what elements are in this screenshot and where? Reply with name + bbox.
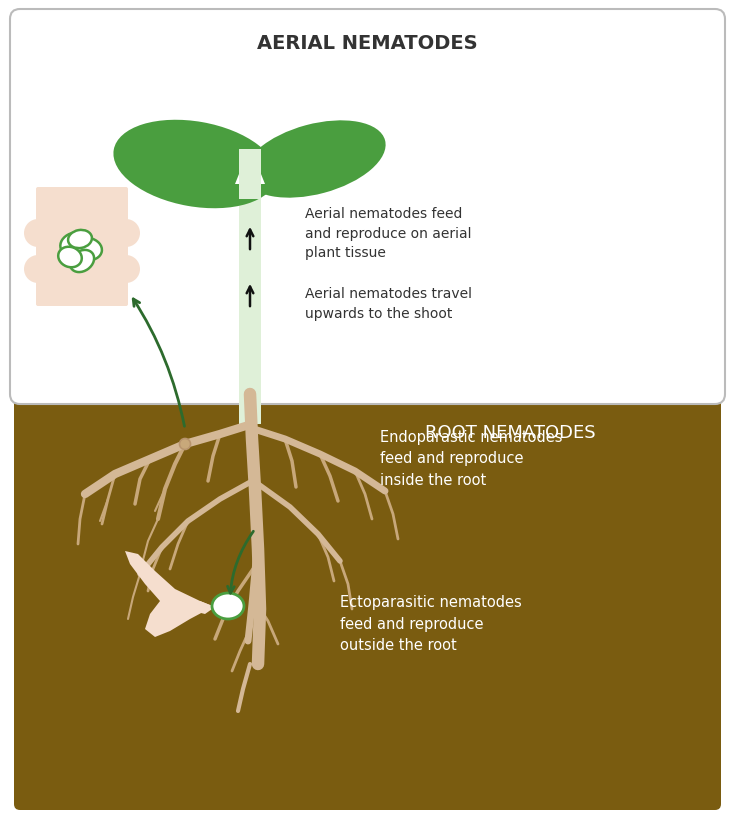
Ellipse shape xyxy=(113,120,276,208)
Polygon shape xyxy=(125,551,215,614)
Bar xyxy=(239,174,261,424)
Text: Ectoparasitic nematodes
feed and reproduce
outside the root: Ectoparasitic nematodes feed and reprodu… xyxy=(340,595,522,653)
FancyBboxPatch shape xyxy=(36,187,128,306)
Ellipse shape xyxy=(58,247,82,267)
Circle shape xyxy=(112,219,140,247)
Polygon shape xyxy=(145,601,215,637)
Circle shape xyxy=(179,438,190,450)
Circle shape xyxy=(24,219,52,247)
Circle shape xyxy=(24,255,52,283)
Bar xyxy=(239,149,261,199)
Text: Endoparastic nematodes
feed and reproduce
inside the root: Endoparastic nematodes feed and reproduc… xyxy=(380,430,562,488)
Text: AERIAL NEMATODES: AERIAL NEMATODES xyxy=(257,34,477,53)
Ellipse shape xyxy=(74,238,102,260)
Ellipse shape xyxy=(60,233,87,256)
Ellipse shape xyxy=(68,230,92,248)
Ellipse shape xyxy=(244,120,386,197)
FancyBboxPatch shape xyxy=(10,9,725,404)
Text: ROOT NEMATODES: ROOT NEMATODES xyxy=(425,424,595,442)
Circle shape xyxy=(112,255,140,283)
Ellipse shape xyxy=(70,250,94,272)
Text: Aerial nematodes travel
upwards to the shoot: Aerial nematodes travel upwards to the s… xyxy=(305,287,472,321)
Ellipse shape xyxy=(212,593,244,619)
FancyBboxPatch shape xyxy=(14,398,721,810)
Polygon shape xyxy=(235,159,265,184)
Text: Aerial nematodes feed
and reproduce on aerial
plant tissue: Aerial nematodes feed and reproduce on a… xyxy=(305,207,471,260)
